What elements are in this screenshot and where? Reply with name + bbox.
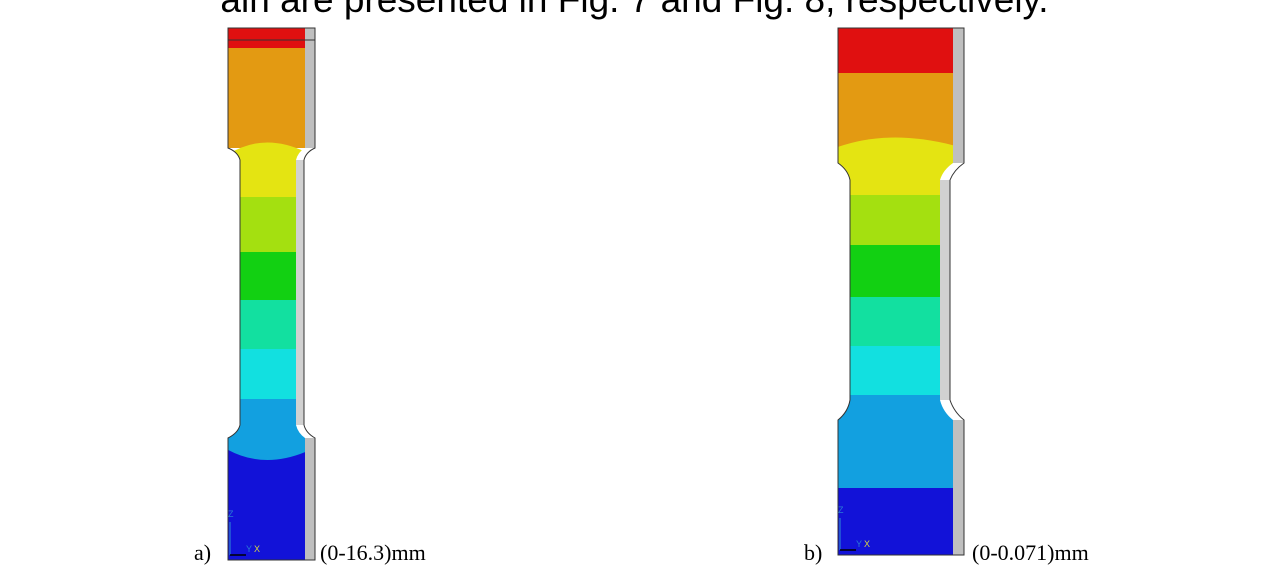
figure-a: Z Y X a) (0-16.3)mm bbox=[180, 0, 480, 573]
band-7 bbox=[838, 346, 953, 396]
outline-b bbox=[837, 27, 965, 556]
side-face-b bbox=[953, 28, 964, 163]
caption-text: ain are presented in Fig. 7 and Fig. 8, … bbox=[0, 0, 1269, 20]
figure-b-sublabel: b) bbox=[804, 540, 823, 565]
side-face-b-bot bbox=[953, 420, 964, 555]
specimen-b-contour bbox=[837, 27, 965, 556]
band-6 bbox=[838, 297, 953, 347]
band-9 bbox=[838, 488, 953, 555]
band-1 bbox=[838, 28, 953, 75]
axis-y-label-a: Y bbox=[246, 544, 253, 554]
side-face-a-mid bbox=[296, 160, 304, 425]
axis-y-label-b: Y bbox=[856, 539, 863, 549]
band-8 bbox=[838, 395, 953, 490]
band-7 bbox=[228, 349, 305, 401]
outline-a bbox=[227, 27, 316, 561]
figure-b: Z Y X b) (0-0.071)mm bbox=[790, 0, 1150, 573]
figure-b-range-label: (0-0.071)mm bbox=[972, 540, 1089, 565]
axis-x-label-b: X bbox=[864, 539, 871, 549]
axis-z-label-b: Z bbox=[838, 505, 844, 515]
band-8 bbox=[228, 399, 305, 464]
band-2 bbox=[228, 48, 305, 148]
band-9 bbox=[228, 445, 305, 560]
band-5 bbox=[228, 252, 305, 302]
band-5 bbox=[838, 245, 953, 298]
axis-x-label-a: X bbox=[254, 544, 261, 554]
figure-a-range-label: (0-16.3)mm bbox=[320, 540, 426, 565]
side-face-b-mid bbox=[940, 180, 950, 400]
side-face-a bbox=[305, 28, 315, 148]
figure-a-sublabel: a) bbox=[194, 540, 212, 565]
band-4 bbox=[228, 197, 305, 252]
band-3 bbox=[838, 137, 953, 200]
specimen-a-contour bbox=[227, 27, 316, 561]
band-3b bbox=[228, 160, 305, 200]
band-6 bbox=[228, 300, 305, 350]
side-face-a-bot bbox=[305, 438, 315, 560]
band-1 bbox=[228, 28, 305, 50]
axis-z-label-a: Z bbox=[228, 509, 234, 519]
band-4 bbox=[838, 195, 953, 245]
